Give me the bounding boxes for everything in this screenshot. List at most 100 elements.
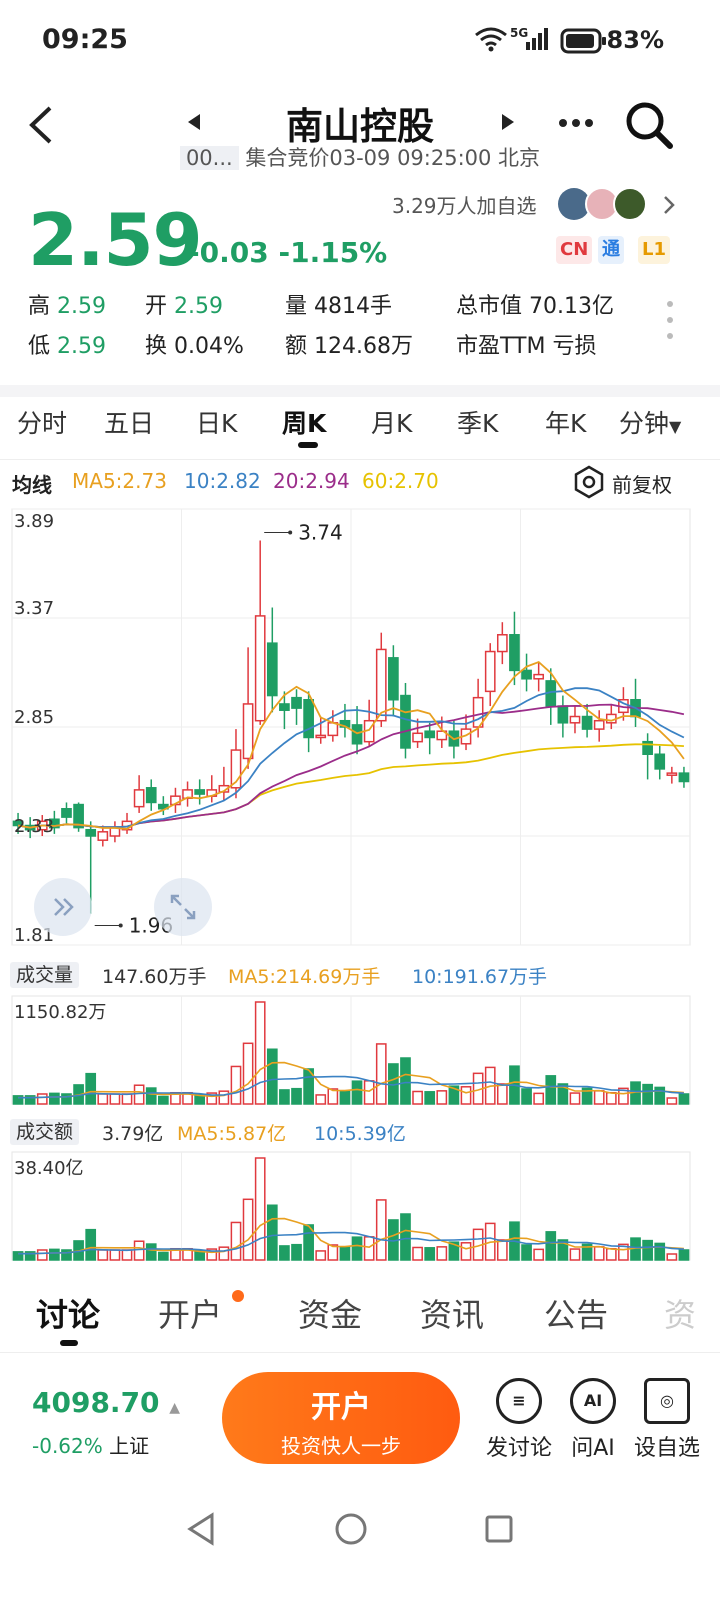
tab-more-data[interactable]: 资 [664, 1296, 697, 1334]
volume-bar [315, 1094, 327, 1105]
amount-chart[interactable] [0, 1150, 720, 1262]
chevron-right-icon [664, 196, 675, 214]
active-tab-indicator [298, 442, 318, 448]
amount-bar [254, 1157, 266, 1261]
volume-label: 成交量 [10, 962, 80, 988]
auction-time: 集合竞价03-09 09:25:00 北京 [245, 146, 541, 170]
current-price: 2.59 [28, 198, 203, 282]
amount-bar [424, 1247, 436, 1261]
amount-bar [49, 1248, 60, 1261]
watchers-chevron[interactable] [662, 194, 676, 220]
signal-icon [524, 26, 552, 56]
tab-five-day[interactable]: 五日 [104, 409, 155, 438]
wifi-icon [474, 26, 508, 56]
system-back-button[interactable] [186, 1512, 216, 1550]
tab-minute[interactable]: 分钟▼ [619, 409, 682, 438]
amount-ma10-line [18, 1231, 684, 1255]
amount-bar [121, 1249, 133, 1261]
index-value[interactable]: 4098.70 ▲ [32, 1386, 181, 1419]
badge-l1[interactable]: L1 [638, 236, 670, 264]
tab-news[interactable]: 资讯 [420, 1296, 485, 1334]
amount-bar [279, 1245, 290, 1261]
stat-pe: 市盈TTM 亏损 [456, 334, 597, 359]
discussion-indicator [60, 1340, 78, 1346]
amount-label: 成交额 [10, 1119, 80, 1145]
ask-ai-label: 问AI [571, 1436, 615, 1461]
more-dots-icon [559, 119, 593, 127]
volume-bar [642, 1083, 653, 1105]
status-time: 09:25 [42, 24, 128, 55]
amount-bar [460, 1242, 472, 1261]
back-triangle-icon [187, 1512, 214, 1546]
cta-subtitle: 投资快人一步 [281, 1434, 401, 1458]
adjust-settings-icon[interactable] [572, 465, 606, 503]
stat-high: 高 2.59 [28, 294, 106, 319]
badge-connect[interactable]: 通 [598, 236, 624, 264]
volume-bar [85, 1072, 97, 1105]
tab-quarterly-k[interactable]: 季K [457, 409, 499, 438]
tab-funds[interactable]: 资金 [298, 1296, 363, 1334]
ask-ai-button[interactable]: AI 问AI [556, 1378, 630, 1462]
watchers-avatars[interactable] [556, 186, 652, 226]
amount-bar [521, 1244, 532, 1261]
badge-cn[interactable]: CN [556, 236, 593, 264]
stock-code: 00... [179, 146, 239, 170]
candle-body [436, 730, 448, 741]
amount-bar [448, 1241, 460, 1261]
tab-intraday[interactable]: 分时 [17, 409, 68, 438]
y-tick-label: 2.33 [14, 816, 54, 837]
amount-bar [85, 1228, 97, 1261]
volume-bar [412, 1090, 423, 1105]
amount-bar [24, 1251, 36, 1261]
more-stats-button[interactable] [664, 298, 676, 346]
home-circle-icon [335, 1513, 367, 1545]
fullscreen-button[interactable] [154, 878, 212, 936]
system-recents-button[interactable] [484, 1514, 514, 1548]
back-button[interactable] [26, 104, 56, 150]
volume-bar [339, 1090, 351, 1105]
amount-bar [109, 1249, 121, 1261]
volume-bar [254, 1001, 266, 1105]
avatar [558, 188, 590, 220]
post-discussion-button[interactable]: ≡ 发讨论 [482, 1378, 556, 1462]
volume-bar [24, 1095, 36, 1105]
expand-left-button[interactable] [34, 878, 92, 936]
search-button[interactable] [624, 100, 674, 154]
adjust-mode[interactable]: 前复权 [612, 473, 672, 497]
add-watchlist-label: 设自选 [633, 1436, 700, 1461]
stat-open: 开 2.59 [145, 294, 223, 319]
volume-value: 147.60万手 [102, 966, 207, 988]
next-stock-button[interactable] [500, 112, 516, 136]
tab-announcements[interactable]: 公告 [544, 1296, 609, 1334]
tab-daily-k[interactable]: 日K [196, 409, 238, 438]
tab-open-account[interactable]: 开户 [158, 1296, 223, 1334]
status-bar: 09:25 5G 83% [0, 0, 720, 80]
tab-discussion[interactable]: 讨论 [36, 1296, 101, 1334]
candle-body [424, 730, 436, 739]
amount-bar [218, 1246, 230, 1261]
open-account-button[interactable]: 开户 投资快人一步 [222, 1372, 460, 1464]
candle-body [279, 703, 290, 711]
volume-bar [363, 1080, 375, 1105]
tab-yearly-k[interactable]: 年K [545, 409, 587, 438]
y-tick-label: 1.81 [14, 925, 54, 946]
volume-ma10: 10:191.67万手 [412, 966, 548, 988]
tab-monthly-k[interactable]: 月K [371, 409, 413, 438]
candle-body [133, 789, 145, 808]
kline-chart[interactable]: 3.893.372.852.331.813.741.96 [0, 505, 720, 955]
change-percent: -1.15% [278, 236, 388, 269]
volume-bar [666, 1097, 678, 1105]
candle-body [509, 634, 520, 672]
y-tick-label: 3.37 [14, 598, 54, 619]
tab-weekly-k[interactable]: 周K [282, 409, 327, 438]
amount-bar [642, 1239, 653, 1261]
add-watchlist-button[interactable]: ◎ 设自选 [630, 1378, 704, 1462]
system-home-button[interactable] [334, 1512, 368, 1550]
amount-bar [545, 1231, 557, 1261]
prev-stock-button[interactable] [186, 112, 202, 136]
more-button[interactable] [556, 108, 596, 142]
volume-bar [569, 1092, 581, 1105]
volume-chart[interactable] [0, 994, 720, 1106]
candle-body [484, 650, 496, 693]
volume-bar [593, 1090, 605, 1105]
